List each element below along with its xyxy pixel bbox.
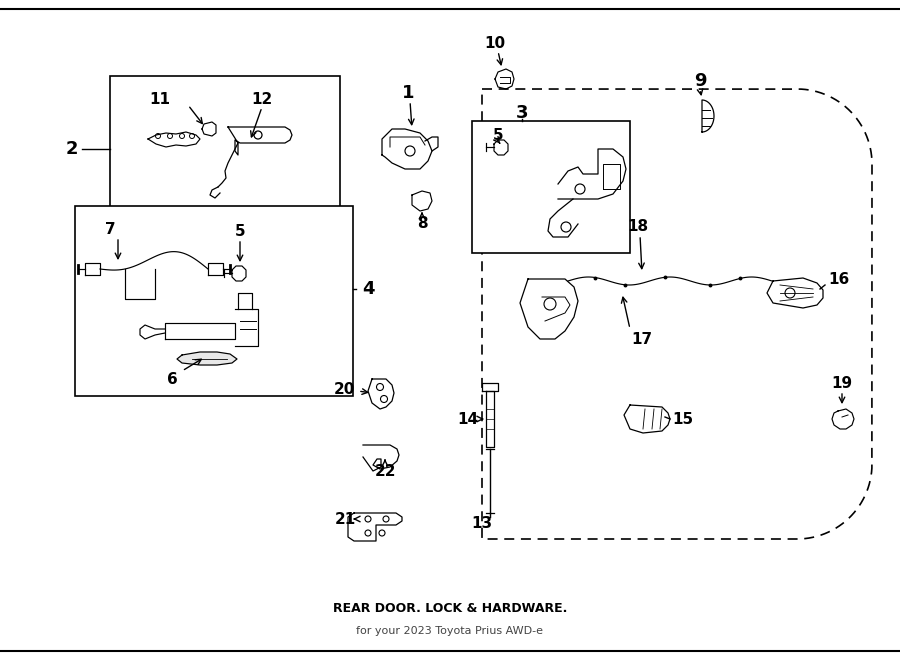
Text: 20: 20 (334, 381, 355, 397)
Text: REAR DOOR. LOCK & HARDWARE.: REAR DOOR. LOCK & HARDWARE. (333, 602, 567, 615)
Text: 11: 11 (149, 91, 170, 106)
Text: 19: 19 (832, 375, 852, 391)
Text: 4: 4 (362, 280, 374, 298)
Text: 5: 5 (235, 223, 246, 239)
Text: 1: 1 (401, 84, 414, 102)
Text: 9: 9 (694, 72, 706, 90)
Text: 5: 5 (492, 128, 503, 143)
Bar (110, 76, 340, 211)
Text: 6: 6 (166, 371, 177, 387)
Text: 8: 8 (417, 215, 428, 231)
Text: 15: 15 (672, 412, 693, 426)
Text: 14: 14 (457, 412, 478, 426)
Text: 16: 16 (828, 272, 850, 286)
Text: 2: 2 (66, 140, 78, 158)
Text: 17: 17 (632, 332, 652, 346)
Text: 12: 12 (251, 91, 273, 106)
Text: 7: 7 (104, 221, 115, 237)
Text: 21: 21 (335, 512, 356, 527)
Text: for your 2023 Toyota Prius AWD-e: for your 2023 Toyota Prius AWD-e (356, 626, 544, 636)
Polygon shape (177, 352, 237, 365)
Text: 18: 18 (627, 219, 649, 233)
Text: 13: 13 (472, 516, 492, 531)
Text: 22: 22 (374, 463, 396, 479)
Text: 10: 10 (484, 36, 506, 50)
Bar (75, 206, 353, 396)
Text: 3: 3 (516, 104, 528, 122)
Bar (472, 121, 630, 253)
